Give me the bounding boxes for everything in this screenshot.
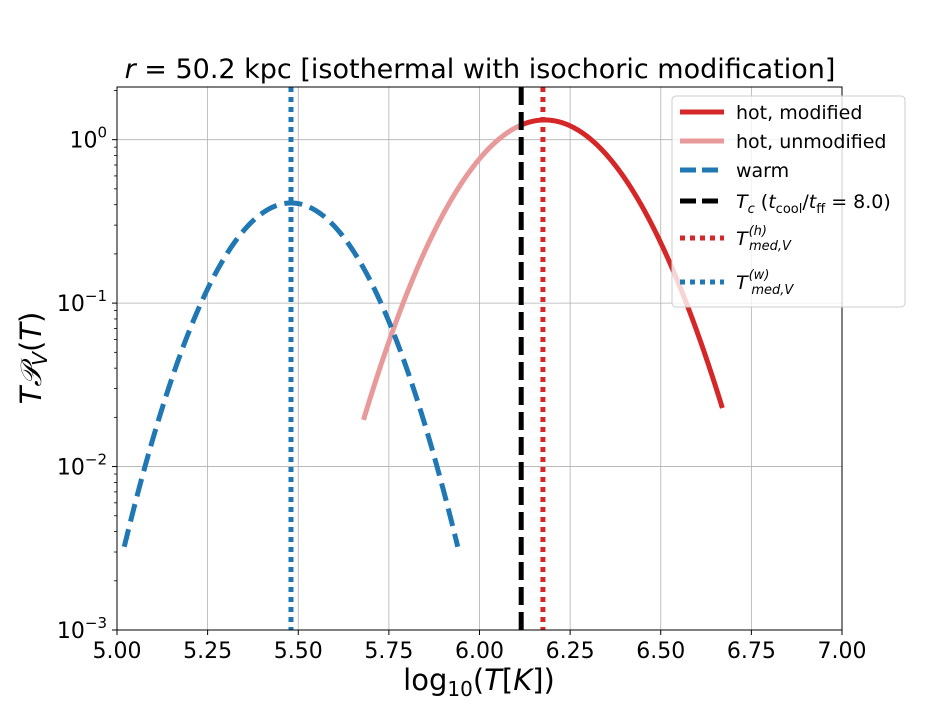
- y-tick-base: 10: [69, 129, 97, 154]
- x-tick-label: 7.00: [818, 639, 867, 664]
- legend-label: hot, modified: [736, 102, 862, 124]
- x-tick-label: 6.75: [727, 639, 776, 664]
- vline-layer: [288, 87, 546, 630]
- x-tick-label: 6.00: [455, 639, 504, 664]
- x-tick-label: 6.25: [546, 639, 595, 664]
- y-tick-exponent: 0: [97, 124, 107, 142]
- legend-label: hot, unmodified: [736, 131, 886, 153]
- legend-label: warm: [736, 160, 789, 182]
- legend-label: T(h) med,V: [736, 224, 792, 254]
- x-tick-label: 5.50: [274, 639, 323, 664]
- y-tick-base: 10: [57, 456, 85, 481]
- y-tick-label: 10−2: [57, 451, 107, 481]
- y-tick-exponent: −1: [85, 287, 107, 305]
- legend-item: warm: [680, 160, 789, 182]
- legend-label: Tc (tcool/tff = 8.0): [736, 191, 891, 217]
- y-axis-label: T𝒫V(T): [14, 312, 52, 405]
- x-tick-label: 5.75: [364, 639, 413, 664]
- legend-label: T(w) med,V: [736, 268, 794, 298]
- legend-box: [671, 95, 906, 308]
- x-axis-label: log10(T[K]): [403, 663, 555, 701]
- series-line-hot-unmodified: [361, 122, 523, 421]
- curve-layer: [121, 117, 725, 548]
- legend-item: Tc (tcool/tff = 8.0): [680, 191, 891, 217]
- y-tick-base: 10: [57, 619, 85, 644]
- legend-item: T(h) med,V: [680, 224, 792, 254]
- x-tick-label: 6.50: [636, 639, 685, 664]
- legend-item: hot, unmodified: [680, 131, 886, 153]
- legend: hot, modified hot, unmodified warm Tc (tcoo…: [671, 95, 906, 308]
- y-tick-exponent: −3: [85, 614, 107, 632]
- y-tick-base: 10: [57, 292, 85, 317]
- y-tick-label: 10−1: [57, 287, 107, 317]
- tick-layer: 5.00 5.25 5.50 5.75 6.00 6.25 6.50 6.75 7.001001…: [57, 90, 867, 664]
- x-tick-label: 5.25: [183, 639, 232, 664]
- y-tick-label: 100: [69, 124, 107, 154]
- legend-item: T(w) med,V: [680, 268, 794, 298]
- series-line-hot-modified: [519, 117, 725, 409]
- chart-title: r = 50.2 kpc [isothermal with isochoric …: [125, 54, 836, 85]
- legend-item: hot, modified: [680, 102, 862, 124]
- x-tick-label: 5.00: [93, 639, 142, 664]
- y-tick-exponent: −2: [85, 451, 107, 469]
- y-tick-label: 10−3: [57, 614, 107, 644]
- series-line-warm: [121, 200, 461, 548]
